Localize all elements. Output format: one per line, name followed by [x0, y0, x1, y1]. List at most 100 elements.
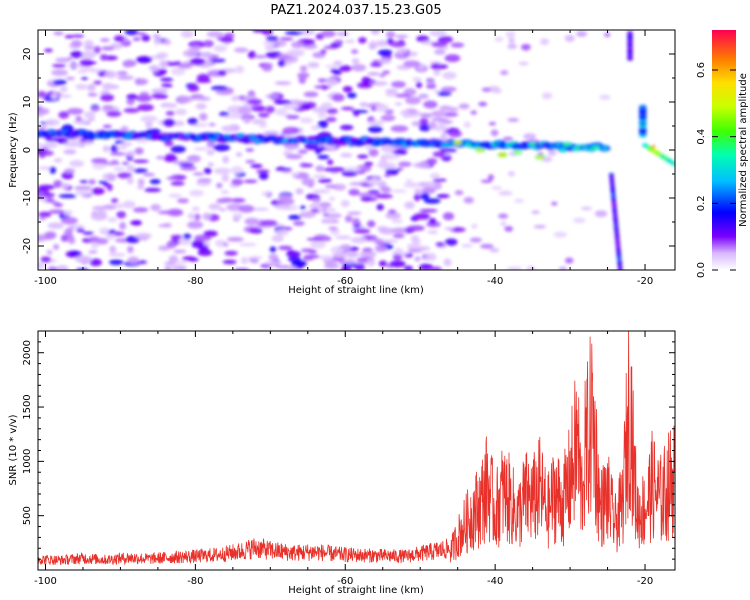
spectrogram-cell [616, 256, 622, 261]
spectrogram-cell [617, 259, 622, 264]
spectrogram-cell [191, 206, 200, 212]
spectrogram-cell [107, 173, 116, 182]
spectrogram-cell [407, 225, 425, 232]
spectrogram-cell [52, 63, 66, 68]
spectrogram-cell [245, 159, 256, 164]
spectrogram-cell [108, 253, 126, 257]
spectrogram-cell [385, 168, 400, 173]
spectrogram-cell [122, 61, 134, 68]
spectrogram-cell [178, 162, 195, 167]
spectrogram-cell [158, 245, 171, 251]
spectrogram-y-tick-label: 20 [22, 48, 33, 61]
spectrogram-cell [615, 245, 621, 249]
spectrogram-cell [440, 132, 448, 139]
spectrogram-cell [247, 50, 257, 59]
spectrogram-cell [121, 161, 130, 165]
spectrogram-cell [120, 141, 133, 147]
spectrogram-cell [345, 252, 360, 258]
spectrogram-cell [276, 198, 295, 205]
spectrogram-cell [202, 212, 212, 221]
spectrogram-cell [627, 39, 633, 44]
spectrogram-cell [391, 80, 406, 88]
spectrogram-cell [336, 31, 350, 36]
spectrogram-cell [374, 244, 388, 253]
spectrogram-cell [301, 177, 315, 186]
spectrogram-cell [203, 40, 214, 48]
spectrogram-cell [627, 42, 633, 47]
spectrogram-cell [431, 41, 448, 48]
spectrogram-cell [603, 32, 611, 38]
spectrogram-cell [616, 250, 622, 255]
spectrogram-cell [271, 234, 284, 243]
spectrogram-cell [340, 266, 352, 270]
spectrogram-cell [377, 49, 393, 56]
spectrogram-cell [187, 212, 195, 220]
colorbar-tick-label: 0.6 [696, 62, 707, 78]
spectrogram-cell [171, 265, 186, 270]
spectrogram-cell [310, 125, 320, 131]
spectrogram-cell [298, 76, 307, 84]
spectrogram-cell [498, 190, 513, 196]
spectrogram-cell [87, 83, 96, 92]
spectrogram-cell [435, 242, 445, 247]
spectrogram-cell [149, 179, 161, 185]
spectrogram-cell [59, 85, 68, 93]
spectrogram-cell [381, 186, 392, 194]
spectrogram-cell [265, 36, 279, 42]
spectrogram-cell [341, 244, 351, 251]
spectrogram-cell [341, 170, 358, 177]
spectrogram-cell [252, 30, 266, 33]
spectrogram-cell [53, 180, 63, 188]
spectrogram-cell [213, 134, 220, 138]
spectrogram-cell [306, 237, 323, 241]
spectrogram-cell [111, 198, 119, 204]
spectrogram-cell [88, 179, 96, 185]
spectrogram-cell [83, 39, 94, 48]
spectrogram-cell [398, 161, 412, 167]
spectrogram-cell [213, 167, 232, 175]
spectrogram-x-tick-label: -80 [187, 276, 203, 287]
spectrogram-cell [283, 103, 300, 111]
spectrogram-cell [82, 231, 94, 235]
spectrogram-cell [531, 210, 540, 214]
spectrogram-cell [471, 223, 478, 229]
spectrogram-cell [243, 95, 258, 100]
spectrogram-cell [506, 266, 517, 270]
spectrogram-cell [341, 106, 355, 111]
spectrogram-cell [100, 93, 115, 102]
spectrogram-cell [432, 151, 446, 158]
spectrogram-cell [160, 68, 168, 75]
spectrogram-cell [385, 212, 401, 220]
spectrogram-cell [438, 194, 450, 199]
spectrogram-ylabel: Frequency (Hz) [8, 112, 19, 188]
spectrogram-cell [395, 34, 409, 39]
spectrogram-cell [368, 148, 379, 157]
spectrogram-cell [132, 159, 149, 163]
spectrogram-cell [367, 190, 380, 194]
spectrogram-cell [480, 179, 493, 183]
spectrogram-cell [379, 227, 396, 235]
spectrogram-cell [494, 36, 504, 42]
spectrogram-cell [428, 121, 437, 130]
spectrogram-cell [194, 96, 211, 101]
spectrogram-cell [378, 260, 388, 267]
spectrogram-cell [47, 222, 64, 229]
spectrogram-cell [79, 180, 89, 184]
spectrogram-cell [317, 120, 329, 129]
snr-x-tick-label: -20 [637, 576, 653, 587]
spectrogram-cell [394, 102, 402, 106]
spectrogram-cell [53, 31, 64, 36]
spectrogram-cell [164, 261, 176, 266]
spectrogram-cell [102, 82, 114, 90]
spectrogram-cell [101, 46, 115, 51]
spectrogram-cell [174, 61, 182, 65]
spectrogram-cell [431, 63, 441, 70]
spectrogram-cell [381, 239, 399, 244]
spectrogram-cell [502, 137, 514, 141]
spectrogram-cell [302, 257, 314, 261]
spectrogram-cell [100, 38, 110, 42]
spectrogram-cell [442, 112, 459, 117]
spectrogram-cell [248, 255, 263, 260]
